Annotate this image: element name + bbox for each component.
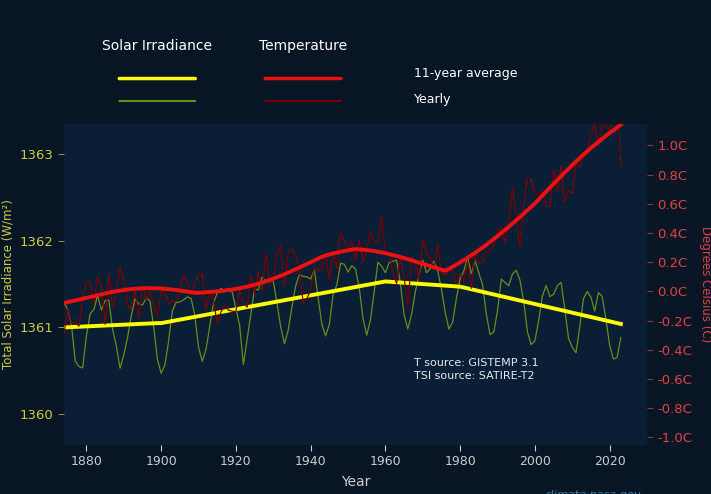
Y-axis label: Total Solar Irradiance (W/m²): Total Solar Irradiance (W/m²) <box>1 199 14 369</box>
Text: climate.nasa.gov: climate.nasa.gov <box>545 490 641 494</box>
Text: Temperature: Temperature <box>259 39 347 53</box>
X-axis label: Year: Year <box>341 475 370 489</box>
Y-axis label: Degrees Celsius (C): Degrees Celsius (C) <box>699 226 711 342</box>
Text: T source: GISTEMP 3.1
TSI source: SATIRE-T2: T source: GISTEMP 3.1 TSI source: SATIRE… <box>414 358 538 381</box>
Text: 11-year average: 11-year average <box>414 67 518 80</box>
Text: Solar Irradiance: Solar Irradiance <box>102 39 213 53</box>
Text: Yearly: Yearly <box>414 93 451 106</box>
